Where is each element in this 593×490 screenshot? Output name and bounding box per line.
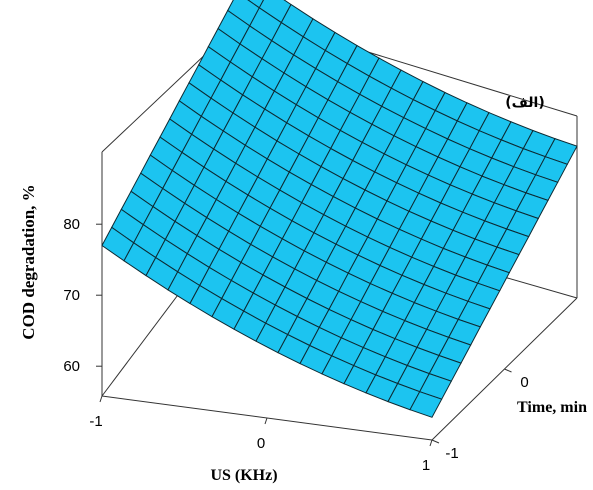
x-tick-mark bbox=[429, 439, 433, 447]
x-axis-ticks: -1 0 1 bbox=[89, 395, 433, 474]
y-axis-ticks: 60 70 80 bbox=[63, 216, 102, 375]
z-tick-mark bbox=[431, 439, 440, 444]
z-tick-label: 0 bbox=[520, 374, 528, 391]
y-axis-title: COD degradation, % bbox=[19, 184, 38, 339]
y-tick-label: 60 bbox=[63, 358, 80, 375]
z-axis-ticks: -1 0 bbox=[431, 368, 529, 462]
z-tick-mark bbox=[504, 368, 512, 373]
x-tick-label: 1 bbox=[422, 457, 430, 474]
x-tick-label: 0 bbox=[257, 435, 265, 452]
z-axis-title: Time, min bbox=[517, 399, 587, 416]
x-axis-title: US (KHz) bbox=[210, 467, 277, 484]
panel-label: (الف) bbox=[505, 95, 545, 111]
response-surface bbox=[101, 0, 578, 418]
z-tick-label: -1 bbox=[445, 445, 458, 462]
x-tick-mark bbox=[264, 417, 268, 425]
x-tick-mark bbox=[99, 395, 103, 403]
x-tick-label: -1 bbox=[89, 413, 102, 430]
y-tick-label: 70 bbox=[63, 287, 80, 304]
y-tick-label: 80 bbox=[63, 216, 80, 233]
surface-cell bbox=[409, 391, 443, 418]
